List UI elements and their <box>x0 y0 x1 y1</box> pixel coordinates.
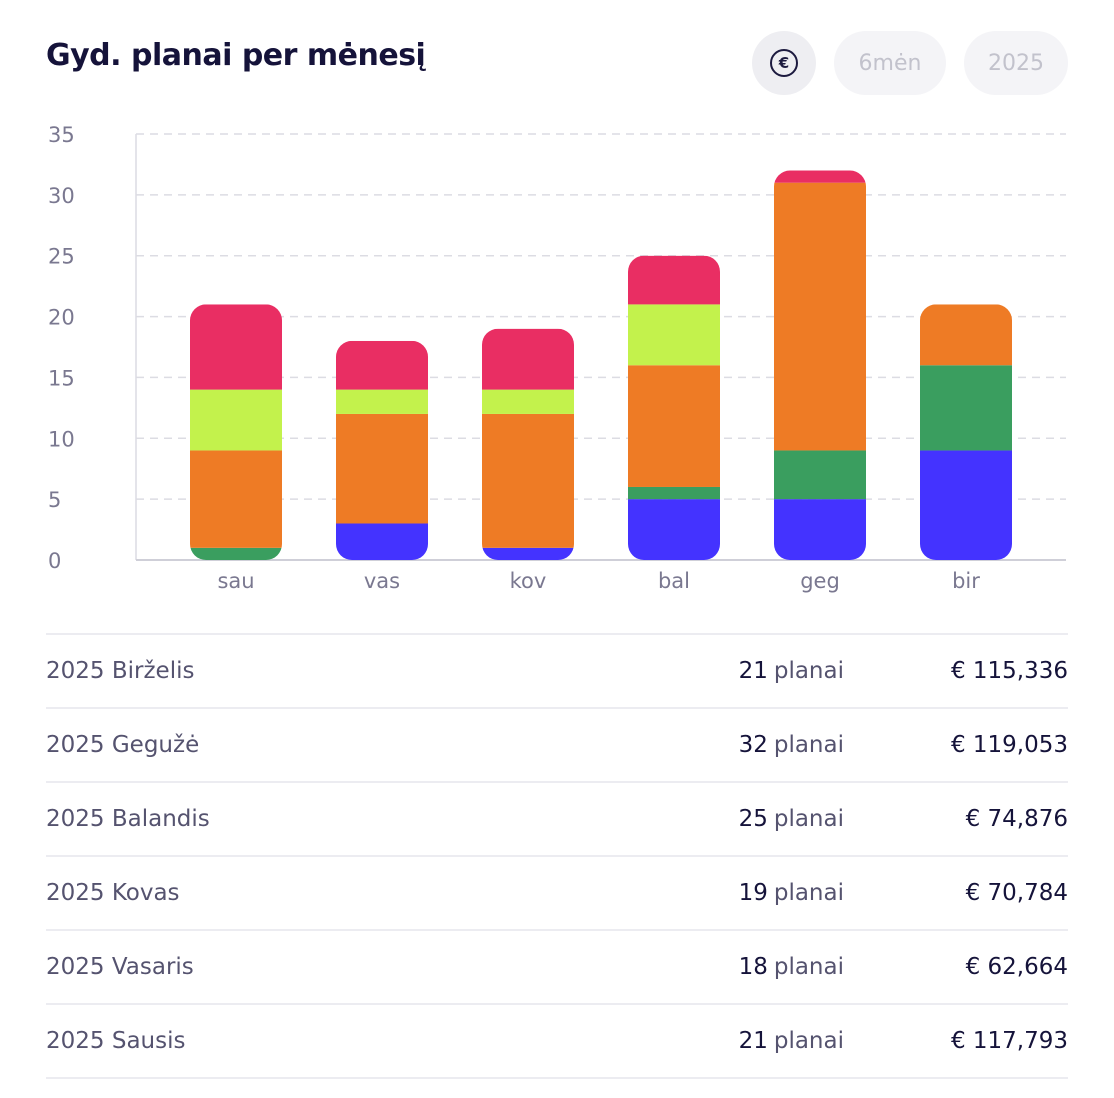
y-tick-label: 10 <box>48 427 75 451</box>
row-count-unit: planai <box>773 1028 844 1054</box>
row-count-value: 21 <box>738 1028 768 1054</box>
bar-segment[interactable] <box>628 499 720 560</box>
bar-segment[interactable] <box>190 450 282 548</box>
row-count-unit: planai <box>773 954 844 980</box>
row-count: 21 planai <box>739 658 844 684</box>
x-tick-label: bir <box>952 569 980 593</box>
table-row[interactable]: 2025 Vasaris 18 planai € 62,664 <box>46 931 1068 1005</box>
x-tick-label: kov <box>510 569 547 593</box>
row-amount: € 117,793 <box>950 1028 1068 1054</box>
bar-segment[interactable] <box>482 413 574 548</box>
stacked-bar-chart: 0 5 10 15 20 25 30 35 sau vas kov bal geg bir <box>0 110 1114 610</box>
euro-icon: € <box>770 49 798 77</box>
period-button[interactable]: 6mėn <box>834 31 946 95</box>
row-count-unit: planai <box>773 806 844 832</box>
bar-segment[interactable] <box>190 547 282 560</box>
bar-stack <box>336 340 428 560</box>
row-count-value: 25 <box>738 806 768 832</box>
bar-stack <box>628 255 720 560</box>
row-amount: € 62,664 <box>965 954 1068 980</box>
bar-stack <box>920 304 1012 560</box>
bar-segment[interactable] <box>628 486 720 500</box>
bar-segment[interactable] <box>336 523 428 560</box>
year-button[interactable]: 2025 <box>964 31 1068 95</box>
x-tick-label: sau <box>217 569 254 593</box>
bar-segment[interactable] <box>774 182 866 451</box>
bar-segment[interactable] <box>774 450 866 500</box>
table-row[interactable]: 2025 Birželis 21 planai € 115,336 <box>46 635 1068 709</box>
bar-segment[interactable] <box>482 547 574 560</box>
bar-segment[interactable] <box>628 304 720 366</box>
row-count-unit: planai <box>773 880 844 906</box>
y-tick-label: 15 <box>48 366 75 390</box>
bar-stack <box>774 170 866 560</box>
row-count-unit: planai <box>773 658 844 684</box>
row-count-value: 32 <box>738 732 768 758</box>
x-tick-label: vas <box>364 569 400 593</box>
bar-segment[interactable] <box>482 328 574 390</box>
row-count-unit: planai <box>773 732 844 758</box>
row-count: 19 planai <box>739 880 844 906</box>
bar-stack <box>482 328 574 560</box>
row-month: 2025 Gegužė <box>46 732 200 758</box>
bar-segment[interactable] <box>482 389 574 414</box>
chart-controls: € 6mėn 2025 <box>752 31 1068 95</box>
row-amount: € 70,784 <box>965 880 1068 906</box>
row-amount: € 119,053 <box>950 732 1068 758</box>
x-tick-label: bal <box>658 569 690 593</box>
bar-stack <box>190 304 282 560</box>
bar-segment[interactable] <box>190 304 282 390</box>
bar-segment[interactable] <box>336 340 428 390</box>
row-month: 2025 Balandis <box>46 806 210 832</box>
row-month: 2025 Vasaris <box>46 954 194 980</box>
row-month: 2025 Sausis <box>46 1028 186 1054</box>
bar-segment[interactable] <box>628 365 720 487</box>
bar-segment[interactable] <box>920 304 1012 366</box>
y-tick-label: 35 <box>48 123 75 147</box>
table-row[interactable]: 2025 Gegužė 32 planai € 119,053 <box>46 709 1068 783</box>
chart-svg: 0 5 10 15 20 25 30 35 sau vas kov bal geg bir <box>48 123 1066 593</box>
table-row[interactable]: 2025 Sausis 21 planai € 117,793 <box>46 1005 1068 1079</box>
y-tick-label: 25 <box>48 245 75 269</box>
y-tick-label: 20 <box>48 306 75 330</box>
row-count-value: 21 <box>738 658 768 684</box>
row-count-value: 19 <box>738 880 768 906</box>
row-count-value: 18 <box>738 954 768 980</box>
bar-segment[interactable] <box>336 413 428 524</box>
monthly-plans-table: 2025 Birželis 21 planai € 115,336 2025 Ge… <box>46 633 1068 1079</box>
y-tick-label: 0 <box>48 549 61 573</box>
row-amount: € 74,876 <box>965 806 1068 832</box>
row-count: 25 planai <box>739 806 844 832</box>
chart-title: Gyd. planai per mėnesį <box>46 38 426 73</box>
table-row[interactable]: 2025 Kovas 19 planai € 70,784 <box>46 857 1068 931</box>
x-tick-label: geg <box>800 569 840 593</box>
bar-segment[interactable] <box>190 389 282 451</box>
y-tick-label: 5 <box>48 488 61 512</box>
bar-segment[interactable] <box>774 499 866 560</box>
bar-segment[interactable] <box>920 450 1012 560</box>
currency-toggle-button[interactable]: € <box>752 31 816 95</box>
table-row[interactable]: 2025 Balandis 25 planai € 74,876 <box>46 783 1068 857</box>
bar-segment[interactable] <box>336 389 428 414</box>
bar-segment[interactable] <box>774 170 866 183</box>
bar-segment[interactable] <box>920 365 1012 451</box>
row-count: 21 planai <box>739 1028 844 1054</box>
bar-segment[interactable] <box>628 255 720 305</box>
row-month: 2025 Birželis <box>46 658 195 684</box>
row-count: 18 planai <box>739 954 844 980</box>
row-amount: € 115,336 <box>950 658 1068 684</box>
y-tick-label: 30 <box>48 184 75 208</box>
row-count: 32 planai <box>739 732 844 758</box>
row-month: 2025 Kovas <box>46 880 180 906</box>
